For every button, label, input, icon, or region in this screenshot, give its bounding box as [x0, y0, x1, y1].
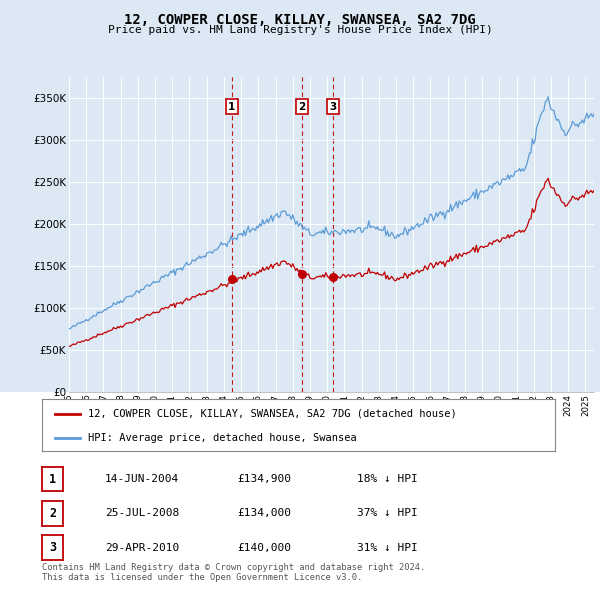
Text: 37% ↓ HPI: 37% ↓ HPI: [357, 509, 418, 518]
Text: 14-JUN-2004: 14-JUN-2004: [105, 474, 179, 484]
Text: 1: 1: [228, 101, 235, 112]
Text: Contains HM Land Registry data © Crown copyright and database right 2024.
This d: Contains HM Land Registry data © Crown c…: [42, 563, 425, 582]
Text: HPI: Average price, detached house, Swansea: HPI: Average price, detached house, Swan…: [88, 434, 357, 443]
Text: 3: 3: [49, 541, 56, 554]
Text: 29-APR-2010: 29-APR-2010: [105, 543, 179, 552]
Text: 31% ↓ HPI: 31% ↓ HPI: [357, 543, 418, 552]
Text: £134,000: £134,000: [237, 509, 291, 518]
Text: 3: 3: [329, 101, 337, 112]
Text: 12, COWPER CLOSE, KILLAY, SWANSEA, SA2 7DG: 12, COWPER CLOSE, KILLAY, SWANSEA, SA2 7…: [124, 13, 476, 27]
Text: 2: 2: [49, 507, 56, 520]
Text: Price paid vs. HM Land Registry's House Price Index (HPI): Price paid vs. HM Land Registry's House …: [107, 25, 493, 35]
Text: £134,900: £134,900: [237, 474, 291, 484]
Text: 18% ↓ HPI: 18% ↓ HPI: [357, 474, 418, 484]
Text: 2: 2: [298, 101, 306, 112]
Text: 12, COWPER CLOSE, KILLAY, SWANSEA, SA2 7DG (detached house): 12, COWPER CLOSE, KILLAY, SWANSEA, SA2 7…: [88, 409, 457, 419]
Text: 1: 1: [49, 473, 56, 486]
Text: 25-JUL-2008: 25-JUL-2008: [105, 509, 179, 518]
Text: £140,000: £140,000: [237, 543, 291, 552]
